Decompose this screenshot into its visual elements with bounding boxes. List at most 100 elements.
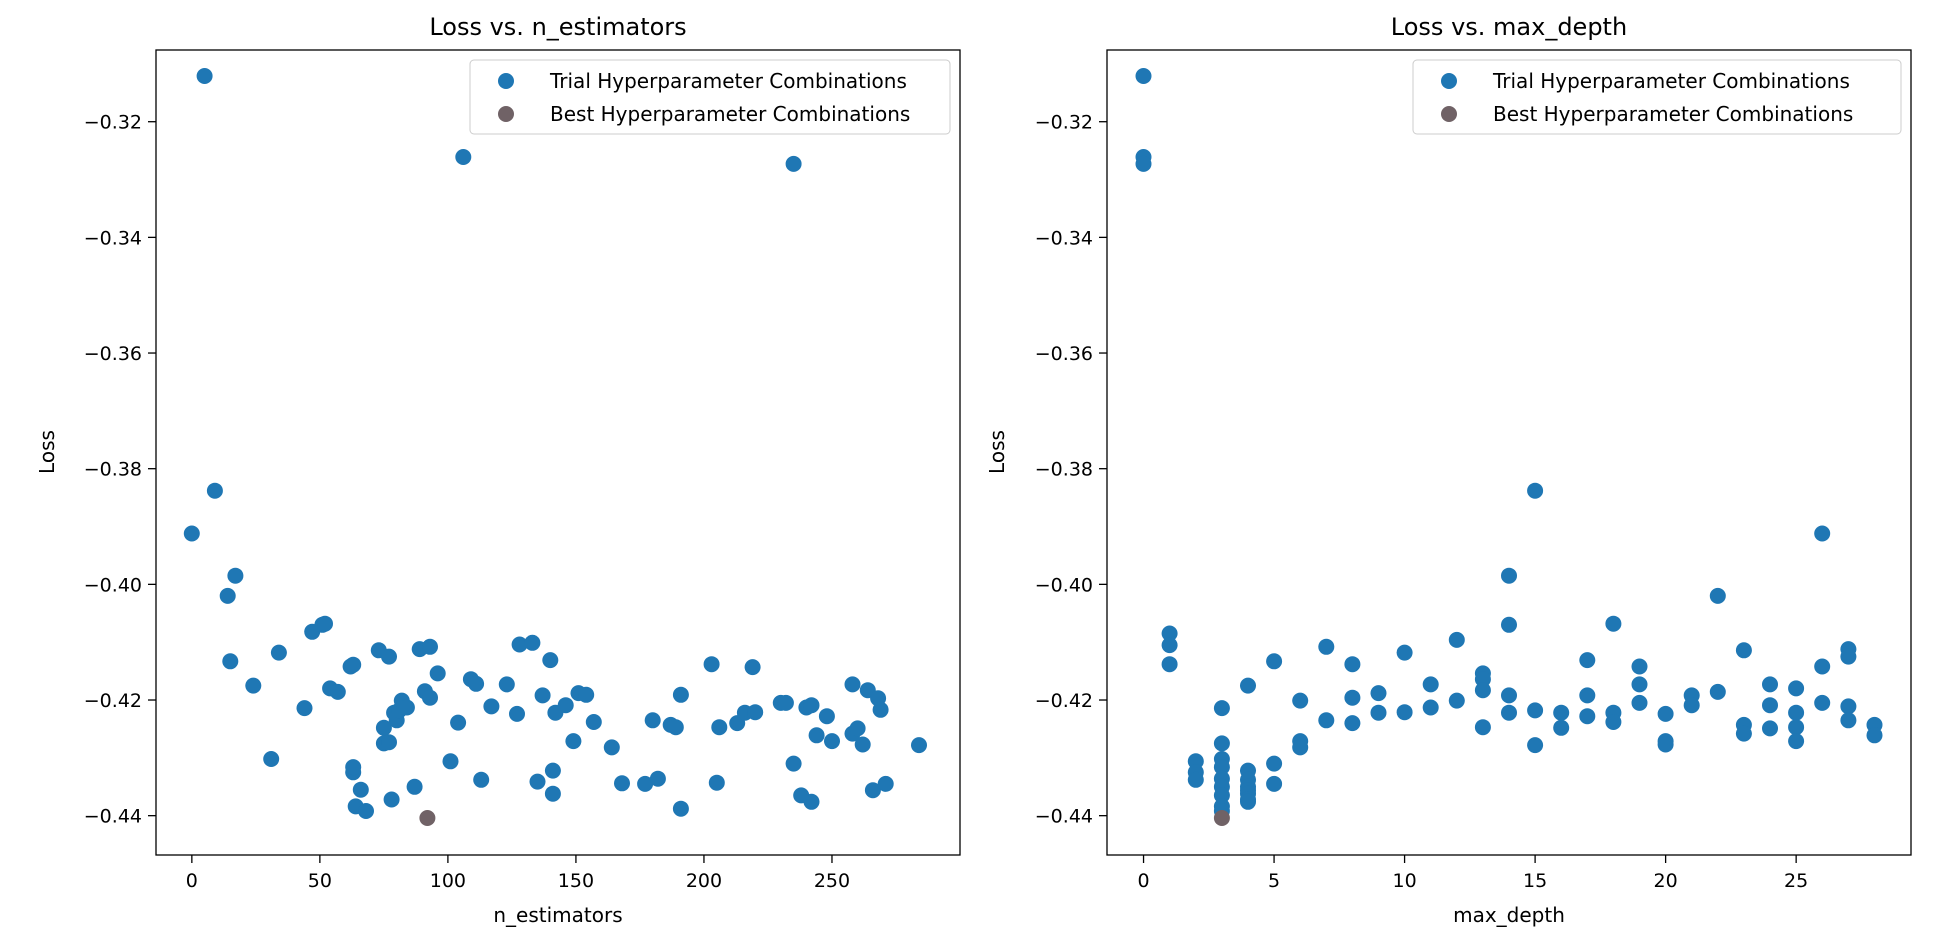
trial-point xyxy=(1788,680,1805,697)
trial-point xyxy=(483,698,500,715)
trial-point xyxy=(849,720,866,737)
x-tick-label: 0 xyxy=(186,870,198,892)
trial-point xyxy=(1448,631,1465,648)
trial-point xyxy=(196,68,213,84)
x-tick-label: 15 xyxy=(1523,870,1547,892)
trial-point xyxy=(1161,625,1178,642)
trial-point xyxy=(565,733,582,750)
trial-point xyxy=(1422,676,1439,693)
trial-point xyxy=(422,638,438,655)
subplot-max-depth: Loss vs. max_depth 0 5 10 15 20 25 −0.44 −0.42… xyxy=(985,13,1912,927)
trial-point xyxy=(1840,712,1857,729)
trial-point xyxy=(1605,714,1622,730)
y-tick-label: −0.32 xyxy=(1035,112,1093,134)
trial-point xyxy=(406,778,423,795)
trial-point xyxy=(1683,697,1700,714)
trial-point xyxy=(1762,697,1778,714)
trial-point xyxy=(1474,682,1491,699)
legend-marker-best xyxy=(498,106,514,122)
trial-point xyxy=(637,775,654,792)
trial-point xyxy=(1579,687,1596,704)
trial-point xyxy=(222,653,239,670)
trial-point xyxy=(1527,482,1544,499)
trial-point xyxy=(1448,692,1465,709)
trial-point xyxy=(1709,587,1726,604)
trial-point xyxy=(1814,658,1831,675)
trial-point xyxy=(1814,525,1831,542)
trial-point xyxy=(703,656,720,673)
trial-point xyxy=(1474,671,1491,688)
y-ticks: −0.44 −0.42 −0.40 −0.38 −0.36 −0.34 −0.32 xyxy=(1035,112,1107,828)
trial-point xyxy=(803,697,820,714)
chart-title: Loss vs. n_estimators xyxy=(429,13,686,41)
plot-frame xyxy=(155,49,961,856)
y-tick-label: −0.36 xyxy=(84,343,142,365)
trial-point xyxy=(381,734,397,751)
trial-point xyxy=(672,686,689,703)
trial-point xyxy=(1344,689,1361,706)
trial-point xyxy=(1266,775,1283,792)
trial-point xyxy=(511,636,528,653)
legend-label-best: Best Hyperparameter Combinations xyxy=(550,102,910,126)
trial-point xyxy=(1213,735,1230,752)
trial-point xyxy=(711,719,728,736)
trial-point xyxy=(509,705,525,722)
legend-frame xyxy=(1412,59,1902,135)
legend-marker-best xyxy=(1441,106,1457,122)
trial-point xyxy=(557,697,574,714)
trial-point xyxy=(1370,685,1387,702)
trial-point xyxy=(468,675,485,692)
x-tick-label: 50 xyxy=(308,870,332,892)
x-tick-label: 25 xyxy=(1784,870,1808,892)
trial-point xyxy=(1605,615,1622,632)
trial-point xyxy=(455,149,472,165)
trial-point xyxy=(824,733,840,750)
trial-point xyxy=(1814,694,1831,711)
legend-label-trial: Trial Hyperparameter Combinations xyxy=(1492,69,1850,93)
trial-point xyxy=(1422,699,1439,716)
trial-point xyxy=(534,687,551,704)
trial-point xyxy=(808,727,825,744)
y-axis-label: Loss xyxy=(35,430,59,474)
y-tick-label: −0.40 xyxy=(84,574,142,596)
trial-point xyxy=(1344,715,1361,732)
trial-point xyxy=(345,656,362,673)
trial-point xyxy=(317,615,333,632)
trial-point xyxy=(1266,653,1283,670)
trial-point xyxy=(864,782,881,799)
trial-point xyxy=(381,648,397,665)
trial-point xyxy=(296,700,313,717)
trial-point xyxy=(352,781,369,798)
trial-point xyxy=(1527,737,1544,754)
trial-point xyxy=(1527,702,1544,719)
trial-point xyxy=(1370,704,1387,721)
trial-point xyxy=(1161,656,1178,673)
trial-point xyxy=(1631,658,1648,675)
trial-point xyxy=(1788,719,1805,736)
trial-point xyxy=(1501,616,1517,633)
y-tick-label: −0.38 xyxy=(1035,459,1093,481)
trial-point xyxy=(429,665,446,682)
trial-point xyxy=(1240,793,1256,810)
trial-point xyxy=(544,762,561,779)
trial-point xyxy=(1396,704,1413,721)
x-tick-label: 150 xyxy=(558,870,594,892)
trial-point xyxy=(1553,719,1570,736)
best-point xyxy=(1213,810,1230,826)
trial-point xyxy=(270,644,287,661)
y-tick-label: −0.32 xyxy=(84,112,142,134)
trial-point xyxy=(1735,642,1752,659)
trial-point xyxy=(1292,692,1309,709)
x-axis-label: n_estimators xyxy=(493,903,622,927)
trial-point xyxy=(329,683,346,700)
x-tick-label: 5 xyxy=(1268,870,1280,892)
x-ticks: 0 5 10 15 20 25 xyxy=(1137,855,1808,892)
x-axis-label: max_depth xyxy=(1453,903,1565,927)
trial-point xyxy=(544,785,561,802)
trial-point xyxy=(1553,704,1570,721)
trial-point xyxy=(747,704,764,721)
trial-point xyxy=(1187,753,1204,770)
trial-point xyxy=(667,719,684,736)
legend: Trial Hyperparameter Combinations Best H… xyxy=(1412,59,1902,135)
y-axis-label: Loss xyxy=(985,430,1009,474)
